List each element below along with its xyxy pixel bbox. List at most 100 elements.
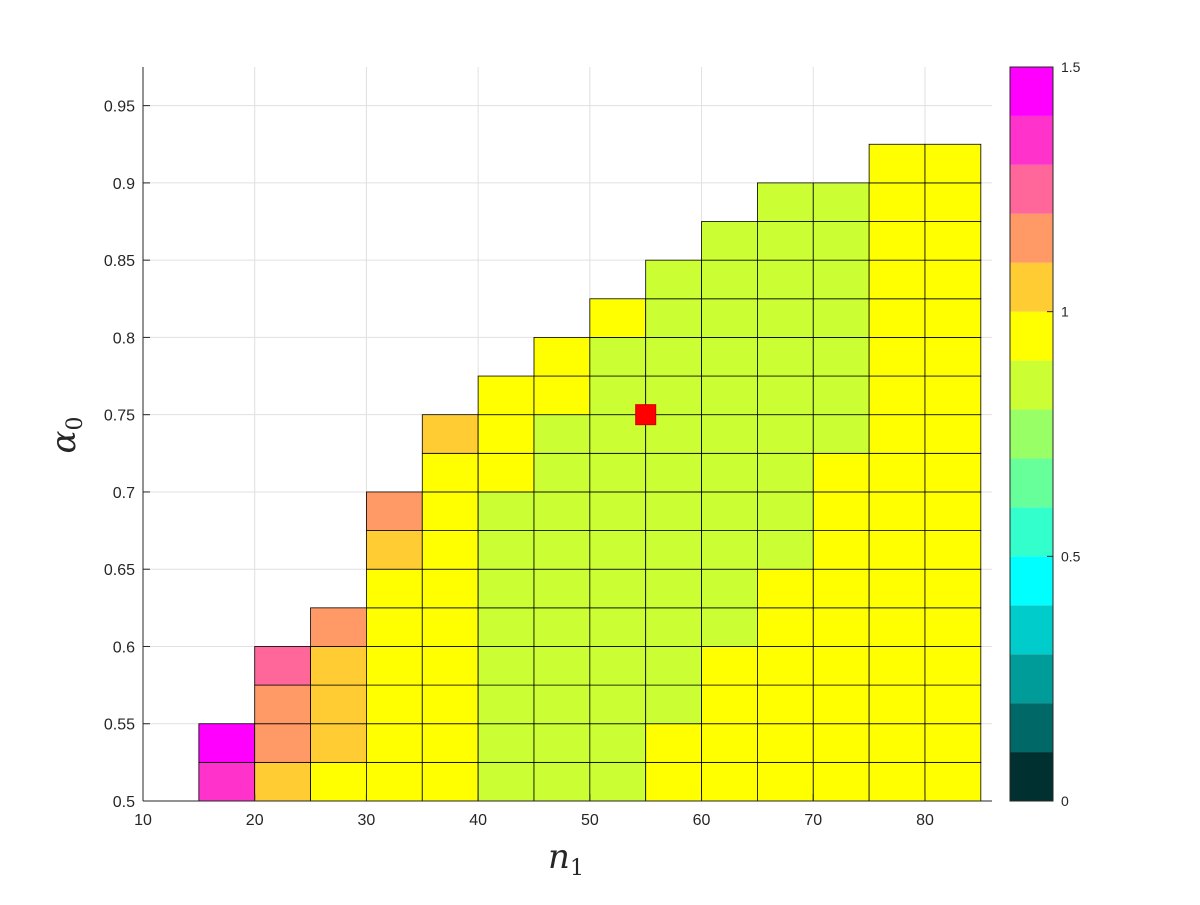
heatmap-cell xyxy=(421,414,479,454)
heatmap-cell xyxy=(868,143,926,184)
heatmap-cell xyxy=(868,568,926,609)
heatmap-cell xyxy=(589,607,647,647)
y-tick-label: 0.7 xyxy=(113,485,135,502)
heatmap-cell xyxy=(701,452,758,493)
heatmap-cell xyxy=(757,452,814,493)
heatmap-cell xyxy=(533,684,591,725)
heatmap-cell xyxy=(701,259,758,300)
heatmap-cell xyxy=(645,298,702,338)
heatmap-cell xyxy=(589,530,647,570)
heatmap-cell xyxy=(477,452,535,493)
heatmap-cell xyxy=(533,530,591,570)
heatmap-cell xyxy=(868,298,926,338)
colorbar-segment xyxy=(1010,409,1053,459)
colorbar-segment xyxy=(1010,311,1053,361)
colorbar-segment xyxy=(1010,262,1053,312)
heatmap-cell xyxy=(645,684,702,725)
heatmap-cell xyxy=(198,761,256,802)
heatmap-cell xyxy=(477,375,535,416)
heatmap-cell xyxy=(757,182,814,222)
heatmap-cell xyxy=(757,530,814,570)
heatmap-cell xyxy=(310,684,367,725)
x-axis-label: n1 xyxy=(548,837,584,881)
x-tick-label: 10 xyxy=(134,812,152,829)
heatmap-cell xyxy=(812,375,870,416)
heatmap-cell xyxy=(477,568,535,609)
heatmap-cell xyxy=(477,723,535,763)
heatmap-cell xyxy=(477,491,535,531)
colorbar-tick-label: 0.5 xyxy=(1061,548,1081,564)
heatmap-cell xyxy=(701,646,758,686)
x-tick-label: 30 xyxy=(358,812,376,829)
tick-labels: 10 20 30 40 50 60 70 80 0.5 0.55 0.6 0.65 0.7 0.75 0.8… xyxy=(104,99,934,829)
heatmap-cell xyxy=(924,375,982,416)
heatmap-cell xyxy=(645,568,702,609)
y-tick-label: 0.55 xyxy=(104,717,135,734)
heatmap-cell xyxy=(421,761,479,802)
x-tick-label: 20 xyxy=(246,812,264,829)
optimum-marker-layer xyxy=(635,404,657,426)
heatmap-cell xyxy=(924,259,982,300)
heatmap-cell xyxy=(645,452,702,493)
heatmap-cell xyxy=(366,568,423,609)
heatmap-cell xyxy=(868,337,926,377)
heatmap-cell xyxy=(924,337,982,377)
colorbar-segment xyxy=(1010,507,1053,557)
heatmap-cell xyxy=(924,568,982,609)
heatmap-cell xyxy=(868,607,926,647)
heatmap-cell xyxy=(421,530,479,570)
heatmap-cell xyxy=(812,530,870,570)
heatmap-cell xyxy=(701,761,758,802)
heatmap-cell xyxy=(477,684,535,725)
y-tick-label: 0.5 xyxy=(113,794,135,811)
heatmap-cell xyxy=(310,607,367,647)
colorbar-segment xyxy=(1010,605,1053,655)
colorbar-segment xyxy=(1010,164,1053,214)
heatmap-cell xyxy=(868,375,926,416)
heatmap-cell xyxy=(924,646,982,686)
heatmap-cell xyxy=(924,723,982,763)
y-tick-label: 0.6 xyxy=(113,639,135,656)
heatmap-cell xyxy=(701,298,758,338)
heatmap-cell xyxy=(366,646,423,686)
colorbar-tick-label: 1.5 xyxy=(1061,59,1081,75)
heatmap-cell xyxy=(701,337,758,377)
heatmap-cell xyxy=(868,414,926,454)
heatmap-cell xyxy=(812,723,870,763)
heatmap-cell xyxy=(421,452,479,493)
heatmap-cell xyxy=(757,491,814,531)
colorbar-segment xyxy=(1010,67,1053,116)
heatmap-cell xyxy=(868,491,926,531)
colorbar-segment xyxy=(1010,115,1053,165)
colorbar-tick-label: 0 xyxy=(1061,793,1069,809)
heatmap-cell xyxy=(701,414,758,454)
colorbar-segment xyxy=(1010,360,1053,410)
heatmap-cell xyxy=(757,723,814,763)
heatmap-cell xyxy=(589,568,647,609)
heatmap-cell xyxy=(310,646,367,686)
heatmap-cell xyxy=(812,337,870,377)
heatmap-cell xyxy=(701,607,758,647)
heatmap-cell xyxy=(533,375,591,416)
heatmap-cell xyxy=(310,723,367,763)
x-tick-label: 80 xyxy=(916,812,934,829)
heatmap-cell xyxy=(477,646,535,686)
heatmap-cell xyxy=(645,491,702,531)
heatmap-cell xyxy=(868,182,926,222)
heatmap-cell xyxy=(701,684,758,725)
heatmap-cell xyxy=(812,414,870,454)
heatmap-cell xyxy=(924,607,982,647)
heatmap-cell xyxy=(701,723,758,763)
heatmap-cell xyxy=(254,646,311,686)
heatmap-cell xyxy=(645,530,702,570)
heatmap-cell xyxy=(366,684,423,725)
heatmap-cell xyxy=(366,761,423,802)
heatmap-cell xyxy=(757,761,814,802)
heatmap-cell xyxy=(868,221,926,261)
heatmap-cell xyxy=(533,337,591,377)
heatmap-cell xyxy=(812,491,870,531)
heatmap-cell xyxy=(868,452,926,493)
heatmap-cell xyxy=(533,761,591,802)
